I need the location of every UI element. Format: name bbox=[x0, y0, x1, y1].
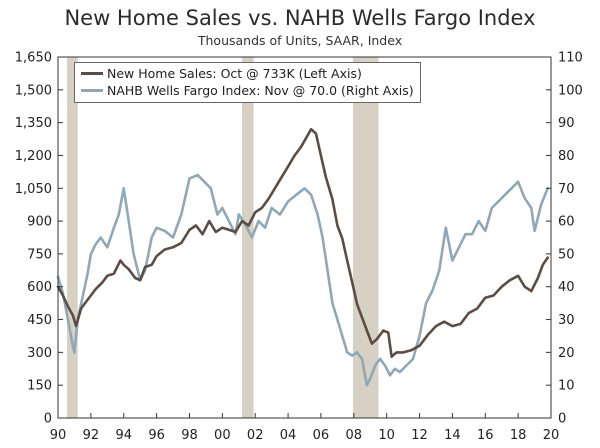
legend-item-sales: New Home Sales: Oct @ 733K (Left Axis) bbox=[81, 65, 414, 82]
y-right-tick-label: 20 bbox=[558, 346, 575, 361]
y-right-tick-label: 10 bbox=[558, 379, 575, 394]
legend: New Home Sales: Oct @ 733K (Left Axis) N… bbox=[74, 62, 421, 103]
recession-bands bbox=[67, 57, 379, 418]
series-lines bbox=[56, 127, 550, 387]
y-left-tick-label: 900 bbox=[27, 215, 52, 230]
y-right-tick-label: 90 bbox=[558, 116, 575, 131]
x-tick-label: 08 bbox=[346, 428, 363, 443]
recession-band-2 bbox=[352, 57, 379, 418]
y-right-tick-label: 70 bbox=[558, 182, 575, 197]
y-left-tick-label: 750 bbox=[27, 247, 52, 262]
y-left-tick-label: 1,500 bbox=[15, 83, 52, 98]
x-tick-label: 96 bbox=[148, 428, 165, 443]
series-line-new-home-sales bbox=[56, 127, 550, 359]
y-right-tick-label: 50 bbox=[558, 247, 575, 262]
x-tick-label: 10 bbox=[378, 428, 395, 443]
y-left-tick-label: 450 bbox=[27, 313, 52, 328]
y-right-tick-label: 30 bbox=[558, 313, 575, 328]
x-tick-label: 18 bbox=[510, 428, 527, 443]
x-tick-label: 06 bbox=[313, 428, 330, 443]
x-tick-label: 92 bbox=[83, 428, 100, 443]
y-left-tick-label: 600 bbox=[27, 280, 52, 295]
y-left-tick-label: 1,050 bbox=[15, 182, 52, 197]
chart-subtitle: Thousands of Units, SAAR, Index bbox=[197, 33, 403, 48]
y-left-tick-label: 0 bbox=[44, 412, 52, 427]
y-right-tick-label: 0 bbox=[558, 412, 566, 427]
legend-swatch-sales bbox=[81, 72, 103, 75]
chart-title: New Home Sales vs. NAHB Wells Fargo Inde… bbox=[64, 6, 536, 30]
legend-item-nahb: NAHB Wells Fargo Index: Nov @ 70.0 (Righ… bbox=[81, 82, 414, 99]
y-right-tick-label: 60 bbox=[558, 215, 575, 230]
x-tick-label: 98 bbox=[181, 428, 198, 443]
x-tick-label: 90 bbox=[50, 428, 67, 443]
recession-band-0 bbox=[67, 57, 78, 418]
legend-label-sales: New Home Sales: Oct @ 733K (Left Axis) bbox=[107, 66, 362, 81]
x-tick-label: 04 bbox=[280, 428, 297, 443]
legend-label-nahb: NAHB Wells Fargo Index: Nov @ 70.0 (Righ… bbox=[107, 83, 414, 98]
x-tick-label: 14 bbox=[444, 428, 461, 443]
x-tick-label: 16 bbox=[477, 428, 494, 443]
recession-band-1 bbox=[242, 57, 254, 418]
y-left-tick-label: 1,200 bbox=[15, 149, 52, 164]
x-tick-label: 02 bbox=[247, 428, 264, 443]
x-tick-label: 20 bbox=[543, 428, 560, 443]
y-left-tick-label: 1,350 bbox=[15, 116, 52, 131]
y-right-tick-label: 110 bbox=[558, 51, 583, 66]
y-right-tick-label: 100 bbox=[558, 83, 583, 98]
y-right-tick-label: 40 bbox=[558, 280, 575, 295]
y-right-tick-label: 80 bbox=[558, 149, 575, 164]
plot-frame bbox=[57, 56, 552, 419]
y-left-tick-label: 1,650 bbox=[15, 51, 52, 66]
x-tick-label: 12 bbox=[411, 428, 428, 443]
x-tick-label: 94 bbox=[115, 428, 132, 443]
x-tick-label: 00 bbox=[214, 428, 231, 443]
y-left-tick-label: 300 bbox=[27, 346, 52, 361]
axes: 01503004506007509001,0501,2001,3501,5001… bbox=[15, 51, 583, 444]
legend-swatch-nahb bbox=[81, 89, 103, 92]
y-left-tick-label: 150 bbox=[27, 379, 52, 394]
series-line-nahb-index bbox=[56, 173, 550, 387]
